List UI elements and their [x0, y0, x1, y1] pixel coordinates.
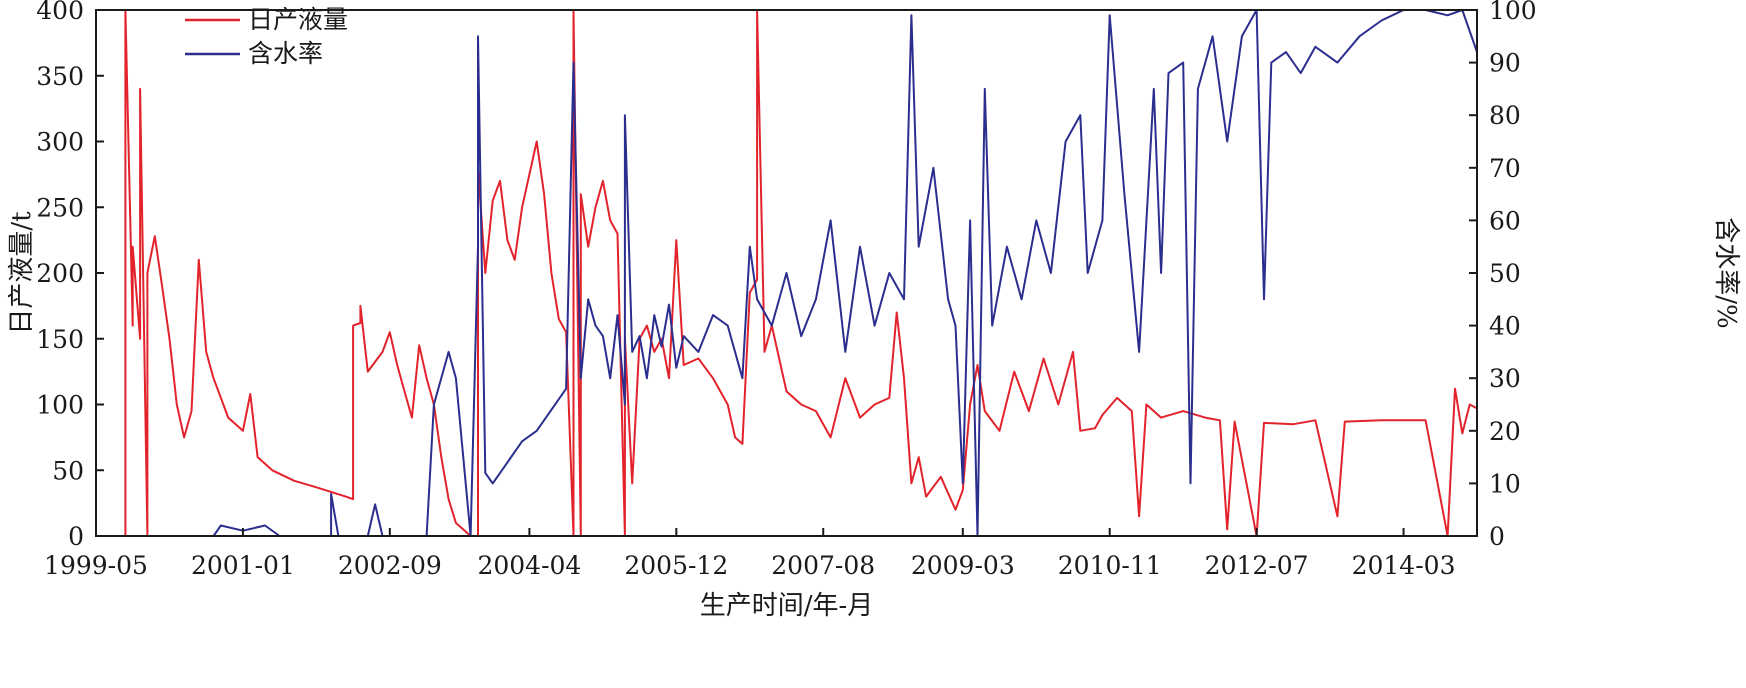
right-y-tick-label: 100	[1489, 0, 1537, 25]
right-y-tick-label: 0	[1489, 522, 1505, 551]
left-y-tick-label: 200	[36, 259, 84, 288]
x-tick-label: 2010-11	[1058, 551, 1162, 580]
left-y-tick-label: 250	[36, 193, 84, 222]
x-tick-label: 2005-12	[624, 551, 728, 580]
left-y-tick-label: 100	[36, 391, 84, 420]
x-tick-label: 2014-03	[1352, 551, 1456, 580]
x-tick-label: 1999-05	[44, 551, 148, 580]
x-tick-label: 2012-07	[1205, 551, 1309, 580]
left-y-tick-label: 0	[68, 522, 84, 551]
right-y-tick-label: 90	[1489, 49, 1521, 78]
plot-series	[96, 9, 1478, 537]
x-tick-label: 2004-04	[477, 551, 581, 580]
right-y-tick-label: 40	[1489, 312, 1521, 341]
legend: 日产液量 含水率	[185, 5, 348, 68]
left-y-tick-label: 400	[36, 0, 84, 25]
x-tick-label: 2001-01	[191, 551, 295, 580]
right-y-tick-label: 80	[1489, 101, 1521, 130]
x-axis-ticks: 1999-05 2001-01 2002-09 2004-04 2005-12 2007-…	[44, 528, 1455, 580]
left-y-tick-label: 150	[36, 325, 84, 354]
right-y-axis-ticks: 0 10 20 30 40 50 60 70 80 90 100	[1469, 0, 1537, 551]
left-y-tick-label: 300	[36, 128, 84, 157]
right-y-tick-label: 70	[1489, 154, 1521, 183]
x-tick-label: 2009-03	[911, 551, 1015, 580]
x-tick-label: 2007-08	[771, 551, 875, 580]
right-y-tick-label: 10	[1489, 469, 1521, 498]
series-line-liquid	[96, 9, 1478, 537]
right-y-tick-label: 60	[1489, 206, 1521, 235]
left-y-tick-label: 50	[52, 456, 84, 485]
left-y-axis-ticks: 0 50 100 150 200 250 300 350 400	[36, 0, 104, 551]
legend-label-liquid: 日产液量	[248, 5, 348, 34]
x-tick-label: 2002-09	[338, 551, 442, 580]
series-line-watercut	[212, 9, 1478, 537]
legend-label-watercut: 含水率	[248, 39, 323, 68]
left-y-tick-label: 350	[36, 62, 84, 91]
right-y-axis-title: 含水率/%	[1711, 217, 1741, 328]
right-y-tick-label: 20	[1489, 417, 1521, 446]
right-y-tick-label: 50	[1489, 259, 1521, 288]
x-axis-title: 生产时间/年-月	[700, 591, 874, 621]
left-y-axis-title: 日产液量/t	[7, 211, 37, 335]
right-y-tick-label: 30	[1489, 364, 1521, 393]
